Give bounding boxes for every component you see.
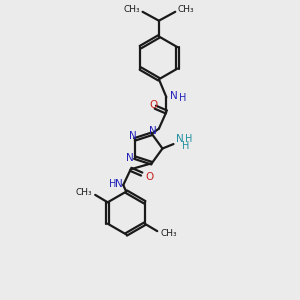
- Text: H: H: [179, 93, 186, 103]
- Text: H: H: [185, 134, 193, 144]
- Text: O: O: [146, 172, 154, 182]
- Text: N: N: [129, 131, 137, 142]
- Text: O: O: [149, 100, 158, 110]
- Text: CH₃: CH₃: [124, 5, 140, 14]
- Text: H: H: [109, 179, 117, 189]
- Text: H: H: [182, 141, 189, 152]
- Text: CH₃: CH₃: [178, 5, 194, 14]
- Text: N: N: [176, 134, 184, 144]
- Text: N: N: [170, 91, 178, 101]
- Text: N: N: [126, 153, 134, 163]
- Text: N: N: [149, 126, 157, 136]
- Text: CH₃: CH₃: [76, 188, 92, 197]
- Text: CH₃: CH₃: [160, 229, 177, 238]
- Text: N: N: [116, 179, 123, 189]
